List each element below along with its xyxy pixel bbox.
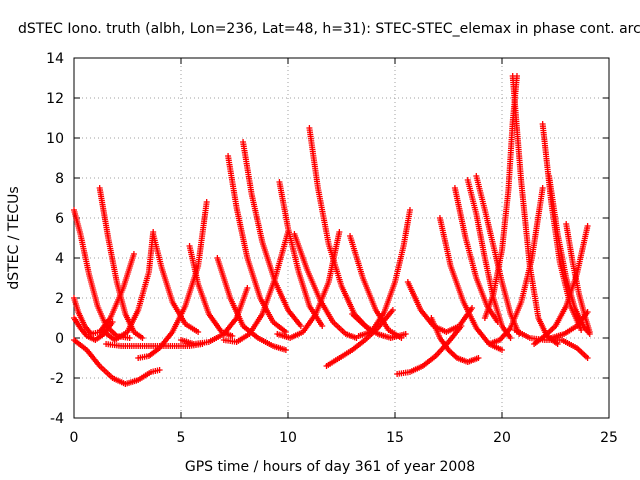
data-arc [220, 229, 291, 345]
y-tick-label: 4 [55, 251, 64, 267]
data-arc [96, 185, 146, 341]
data-arc [539, 121, 585, 333]
data-point [297, 323, 304, 329]
data-point [156, 367, 163, 373]
data-point [126, 335, 133, 341]
data-arc [71, 337, 163, 387]
data-point [109, 319, 116, 325]
grid-layer [74, 58, 609, 418]
data-point [282, 347, 289, 353]
data-point [139, 335, 146, 341]
data-point [336, 229, 343, 235]
data-arc [214, 255, 289, 353]
x-tick-label: 20 [493, 430, 511, 446]
x-tick-label: 15 [386, 430, 404, 446]
data-point [130, 251, 137, 257]
y-tick-label: 12 [46, 91, 64, 107]
data-arc [428, 315, 482, 365]
data-point [229, 333, 236, 339]
data-arc [481, 73, 520, 321]
x-tick-label: 5 [177, 430, 186, 446]
x-axis-label: GPS time / hours of day 361 of year 2008 [185, 459, 475, 475]
data-point [584, 309, 591, 315]
data-point [402, 331, 409, 337]
x-tick-label: 10 [279, 430, 297, 446]
y-tick-label: 14 [46, 51, 64, 67]
data-point [389, 307, 396, 313]
data-point [319, 323, 326, 329]
data-point [539, 185, 546, 191]
data-point [469, 305, 476, 311]
data-arc [451, 185, 501, 325]
chart-title: dSTEC Iono. truth (albh, Lon=236, Lat=48… [18, 21, 640, 37]
tick-labels: 0 5 10 15 20 25 -4 -2 0 2 4 6 8 10 12 14 [46, 51, 618, 446]
data-point [406, 207, 413, 213]
y-tick-label: -4 [50, 411, 64, 427]
plot-frame [73, 57, 610, 419]
data-arc [186, 243, 236, 339]
y-tick-label: 0 [55, 331, 64, 347]
y-tick-label: 10 [46, 131, 64, 147]
data-arc [436, 215, 505, 353]
data-point [578, 327, 585, 333]
data-arc [347, 233, 405, 341]
y-axis-label: dSTEC / TECUs [6, 186, 22, 289]
data-arc [291, 231, 360, 341]
data-point [499, 347, 505, 353]
y-tick-label: 6 [55, 211, 64, 227]
data-arc [349, 311, 409, 341]
data-point [586, 329, 593, 335]
data-arc [274, 229, 343, 341]
data-arc [225, 153, 289, 335]
y-tick-label: 2 [55, 291, 64, 307]
data-arc [135, 199, 210, 361]
y-tick-label: -2 [50, 371, 64, 387]
y-tick-label: 8 [55, 171, 64, 187]
axes-layer [73, 57, 610, 419]
x-tick-label: 25 [600, 430, 618, 446]
data-point [584, 223, 591, 229]
x-tick-label: 0 [70, 430, 79, 446]
data-point [584, 355, 591, 361]
data-arc [509, 73, 561, 347]
data-point [244, 285, 251, 291]
data-arc [511, 327, 591, 361]
data-point [203, 199, 210, 205]
data-point [507, 335, 514, 341]
data-arc [240, 139, 304, 329]
data-layer [71, 73, 593, 387]
data-arc [306, 125, 373, 333]
data-point [475, 355, 482, 361]
data-point [195, 329, 202, 335]
data-arc [486, 185, 546, 347]
